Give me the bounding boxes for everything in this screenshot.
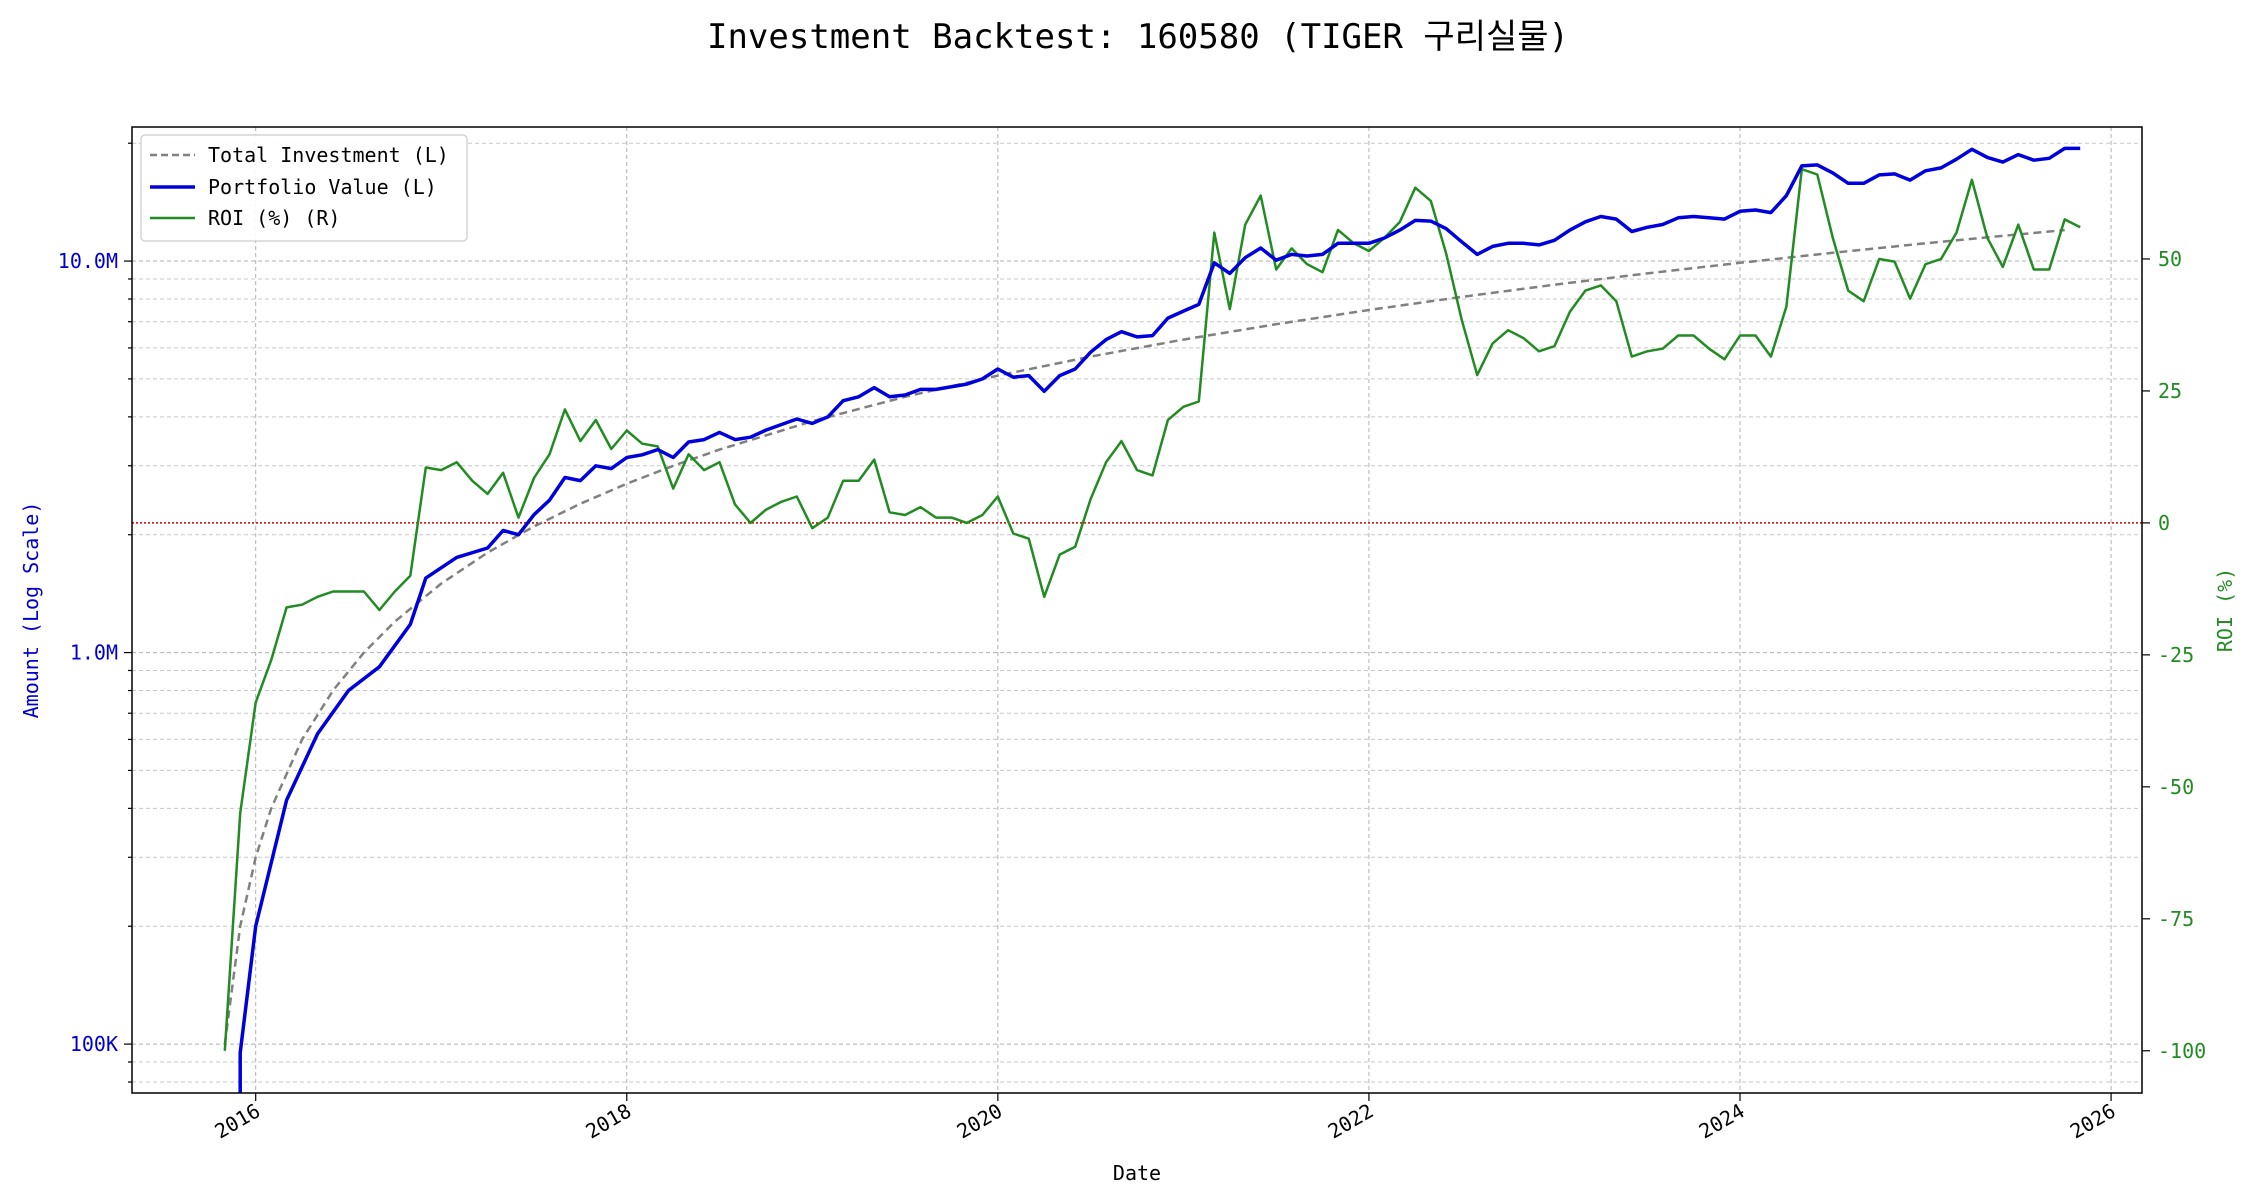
series-line-roi-r	[223, 167, 2081, 1051]
x-tick-label: 2020	[953, 1099, 1007, 1144]
y-axis-label-left: Amount (Log Scale)	[19, 502, 43, 719]
right-tick-label: -25	[2158, 643, 2194, 667]
right-tick-label: -50	[2158, 775, 2194, 799]
plot-frame	[131, 126, 2143, 1094]
chart-title: Investment Backtest: 160580 (TIGER 구리실물)	[707, 17, 1569, 57]
right-axis-ticks: -100 -75 -50 -25 0 25 50	[2142, 247, 2206, 1063]
series-layer	[223, 146, 2081, 1093]
x-tick-label: 2016	[210, 1099, 264, 1144]
x-axis-label: Date	[1113, 1161, 1161, 1185]
legend-label-roi: ROI (%) (R)	[208, 206, 340, 230]
x-tick-label: 2026	[2066, 1099, 2120, 1144]
legend-label-total-investment: Total Investment (L)	[208, 143, 449, 167]
legend: Total Investment (L) Portfolio Value (L)…	[140, 134, 468, 242]
left-tick-label: 1.0M	[70, 641, 118, 665]
y-axis-label-right: ROI (%)	[2213, 568, 2237, 652]
x-axis-ticks: 2016 2018 2020 2022 2024 2026	[210, 1093, 2120, 1144]
left-tick-label: 10.0M	[58, 249, 118, 273]
right-tick-label: -75	[2158, 907, 2194, 931]
x-tick-label: 2024	[1695, 1099, 1749, 1144]
grid	[132, 127, 2142, 1093]
series-line-total-investment-l	[223, 228, 2065, 1045]
right-tick-label: 25	[2158, 379, 2182, 403]
x-tick-label: 2018	[582, 1099, 636, 1144]
right-tick-label: -100	[2158, 1039, 2206, 1063]
right-tick-label: 50	[2158, 247, 2182, 271]
series-line-portfolio-value-l	[238, 146, 2081, 1093]
left-tick-label: 100K	[70, 1032, 118, 1056]
left-axis-ticks: 100K 1.0M 10.0M	[58, 142, 132, 1083]
legend-box	[140, 134, 468, 242]
right-tick-label: 0	[2158, 511, 2170, 535]
x-tick-label: 2022	[1324, 1099, 1378, 1144]
legend-label-portfolio-value: Portfolio Value (L)	[208, 175, 437, 199]
